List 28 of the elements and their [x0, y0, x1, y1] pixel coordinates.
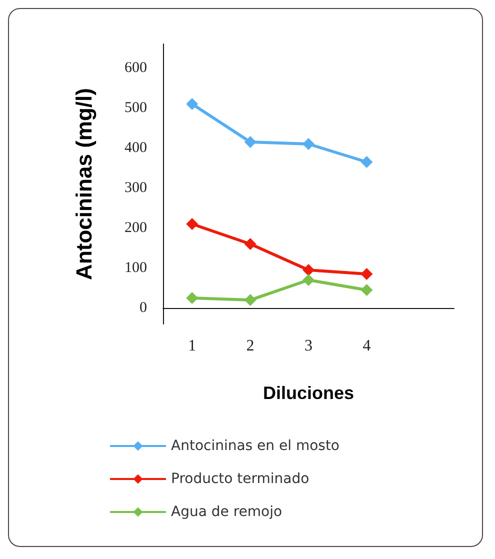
x-tick-label: 3 [304, 338, 312, 354]
point [186, 218, 198, 230]
point [244, 136, 256, 148]
y-tick-label: 200 [124, 220, 147, 236]
legend-label: Antocininas en el mosto [171, 438, 340, 454]
y-tick-label: 0 [140, 300, 147, 316]
point [360, 284, 373, 296]
point [360, 156, 373, 168]
point [186, 292, 198, 304]
x-tick-label: 1 [188, 338, 196, 354]
point [244, 238, 256, 250]
point [302, 138, 314, 150]
point [360, 268, 373, 280]
point [302, 274, 314, 286]
point [302, 264, 314, 276]
y-tick-label: 100 [124, 260, 147, 276]
y-tick-label: 500 [124, 100, 147, 116]
x-axis-title: Diluciones [262, 383, 354, 403]
legend-label: Producto terminado [171, 471, 310, 487]
y-tick-label: 300 [124, 180, 147, 196]
x-tick-label: 4 [362, 338, 371, 354]
y-tick-label: 400 [124, 140, 147, 156]
point [244, 294, 256, 306]
y-tick-label: 600 [124, 60, 147, 76]
legend-label: Agua de remojo [171, 504, 282, 520]
point [186, 98, 198, 110]
y-axis-title: Antocininas (mg/l) [72, 88, 96, 280]
x-tick-label: 2 [246, 338, 254, 354]
